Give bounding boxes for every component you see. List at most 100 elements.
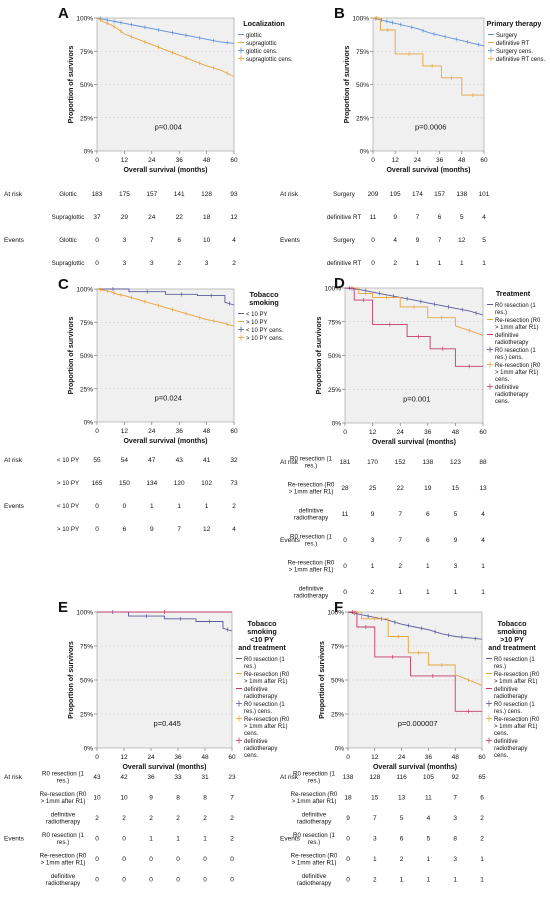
legend-label: definitive	[244, 687, 268, 693]
table-value: 2	[122, 815, 126, 822]
y-tick-label: 50%	[328, 353, 341, 360]
table-value: 33	[174, 774, 182, 781]
legend-title: Primary therapy	[487, 19, 542, 28]
table-row-label: radiotherapy	[297, 819, 332, 826]
table-value: 4	[427, 815, 431, 822]
table-row-label: radiotherapy	[297, 880, 332, 887]
legend-label: res.) cens.	[244, 709, 272, 715]
legend-label: Re-resection (R0	[495, 363, 541, 369]
y-tick-label: 50%	[80, 678, 93, 685]
series-line	[347, 611, 483, 640]
y-tick-label: 100%	[324, 286, 341, 293]
table-value: 1	[205, 503, 209, 510]
table-value: 2	[203, 815, 207, 822]
table-value: 1	[426, 589, 430, 596]
legend-label: definitive RT	[496, 41, 530, 47]
table-value: 2	[398, 563, 402, 570]
table-value: 3	[123, 260, 127, 267]
table-value: 18	[203, 214, 211, 221]
table-value: 0	[203, 856, 207, 863]
table-row-label: > 1mm after R1)	[289, 567, 334, 574]
x-tick-label: 12	[121, 157, 129, 164]
legend-label: cens.	[495, 377, 510, 383]
table-value: 2	[373, 877, 377, 884]
y-axis-label: Proportion of survivors	[319, 641, 326, 719]
legend-label: radiotherapy	[495, 392, 528, 398]
y-tick-label: 25%	[328, 387, 341, 394]
table-value: 11	[342, 511, 349, 518]
table-value: 36	[147, 774, 155, 781]
p-value: p=0.000007	[398, 719, 438, 728]
x-axis-label: Overall survival (months)	[372, 439, 456, 446]
x-tick-label: 24	[398, 754, 406, 761]
y-tick-label: 75%	[80, 644, 93, 651]
table-value: 138	[343, 774, 354, 781]
y-axis-label: Proportion of survivors	[344, 46, 351, 124]
table-row-label: Re-resection (R0	[291, 853, 338, 860]
y-tick-label: 50%	[331, 678, 344, 685]
table-value: 6	[480, 795, 484, 802]
table-row-label: radiotherapy	[294, 515, 329, 522]
x-tick-label: 24	[414, 157, 422, 164]
legend-label: definitive RT cens.	[496, 57, 545, 63]
p-value: p=0.024	[155, 394, 182, 403]
legend-title: smoking	[249, 298, 279, 307]
table-row-label: definitive	[302, 873, 327, 880]
legend-label: > 1mm after R1)	[494, 679, 538, 685]
table-value: 10	[120, 795, 128, 802]
table-row-label: < 10 PY	[57, 457, 79, 464]
panel-letter: A	[58, 5, 69, 22]
y-tick-label: 0%	[332, 421, 342, 428]
panel-letter: F	[334, 599, 343, 616]
table-value: 0	[123, 503, 127, 510]
table-value: 8	[203, 795, 207, 802]
y-axis-label: Proportion of survivors	[68, 46, 75, 124]
y-axis-label: Proportion of survivors	[68, 641, 75, 719]
table-value: 25	[369, 485, 377, 492]
table-value: 0	[122, 836, 126, 843]
table-value: 9	[371, 511, 375, 518]
y-tick-label: 75%	[80, 49, 93, 56]
table-value: 5	[400, 815, 404, 822]
p-value: p=0.445	[154, 719, 181, 728]
table-value: 7	[150, 237, 154, 244]
table-row-label: radiotherapy	[46, 819, 81, 826]
table-value: 43	[176, 457, 184, 464]
y-tick-label: 75%	[331, 644, 344, 651]
table-value: 2	[230, 836, 234, 843]
table-row-label: definitive	[299, 586, 324, 593]
legend-label: > 1mm after R1)	[495, 325, 539, 331]
x-tick-label: 0	[371, 157, 375, 164]
panel-letter: C	[58, 276, 69, 293]
table-value: 73	[230, 480, 238, 487]
table-row-label: Re-resection (R0	[291, 791, 338, 798]
table-row-label: Re-resection (R0	[288, 560, 335, 567]
table-value: 13	[398, 795, 406, 802]
table-value: 65	[478, 774, 486, 781]
table-value: 7	[230, 795, 234, 802]
table-value: 1	[177, 503, 181, 510]
table-row-label: > 1mm after R1)	[292, 798, 337, 805]
table-value: 0	[346, 836, 350, 843]
table-value: 0	[95, 856, 99, 863]
x-axis-label: Overall survival (months)	[386, 167, 470, 174]
legend-label: R0 resection (1	[495, 348, 536, 354]
table-value: 22	[176, 214, 184, 221]
table-row-label: R0 resection (1	[42, 771, 85, 778]
table-value: 1	[373, 856, 377, 863]
table-value: 37	[93, 214, 101, 221]
table-value: 6	[400, 836, 404, 843]
y-tick-label: 0%	[84, 420, 94, 427]
series-line	[344, 287, 484, 316]
table-value: 181	[340, 459, 351, 466]
table-value: 2	[177, 260, 181, 267]
legend-label: radiotherapy	[494, 746, 527, 752]
legend-label: > 1mm after R1)	[495, 370, 539, 376]
table-value: 1	[481, 589, 485, 596]
legend-label: radiotherapy	[495, 340, 528, 346]
table-value: 0	[95, 836, 99, 843]
table-value: 1	[427, 856, 431, 863]
table-value: 0	[346, 877, 350, 884]
legend-label: Surgery	[496, 33, 517, 39]
